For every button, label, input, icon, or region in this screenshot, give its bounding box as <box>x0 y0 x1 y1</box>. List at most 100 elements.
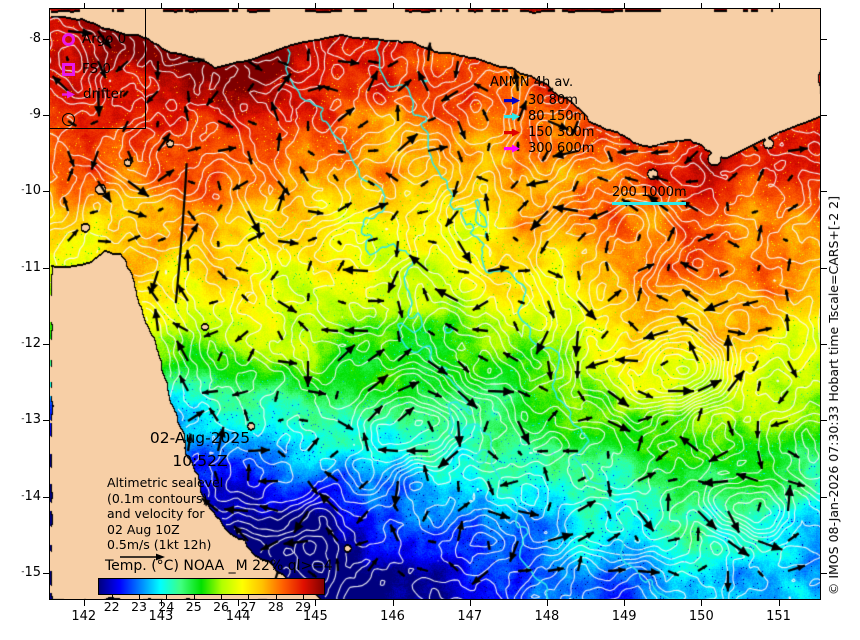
velocity-scale-arrow-icon <box>120 553 165 561</box>
anmn-row-1[interactable]: 80 150m <box>504 109 594 124</box>
anmn-legend-header: ANMN 4h av. <box>490 75 574 90</box>
x-axis-tick-top <box>701 3 703 9</box>
annotation-time: 10:52Z <box>172 452 228 470</box>
y-axis-label: -12 <box>21 336 41 352</box>
anmn-label-0: 30 80m <box>528 93 578 108</box>
colorbar-tick-label: 27 <box>240 599 257 614</box>
x-axis-tick <box>315 600 317 606</box>
x-axis-label: 144 <box>225 609 251 624</box>
contour-vector-overlay-layer <box>50 9 820 599</box>
x-axis-label: 151 <box>766 609 791 624</box>
bathymetry-scalebar: 200 1000m <box>612 185 687 205</box>
colorbar-tick <box>248 594 250 599</box>
colorbar-tick-label: 24 <box>158 599 175 614</box>
y-axis-label: -14 <box>21 488 41 504</box>
annotation-date: 02-Aug-2025 <box>149 429 251 447</box>
y-axis-label: -9 <box>29 106 41 122</box>
x-axis-tick <box>83 600 85 606</box>
colorbar-tick-label: 26 <box>213 599 230 614</box>
x-axis-tick <box>624 600 626 606</box>
legend-item-drifter[interactable]: drifter <box>62 86 125 102</box>
legend-item-mooring <box>62 113 75 126</box>
legend-label-drifter: drifter <box>83 86 125 102</box>
colorbar-tick-labels: 22 23 24 25 26 27 28 29 <box>98 594 325 614</box>
anmn-arrow-icon-1 <box>504 112 520 121</box>
y-axis-tick-right <box>820 38 827 40</box>
argo-circle-icon <box>62 32 75 46</box>
y-axis-tick <box>43 267 50 269</box>
x-axis-tick <box>701 600 703 606</box>
colorbar-tick <box>139 594 141 599</box>
x-axis-tick-top <box>392 3 394 9</box>
colorbar-tick-label: 28 <box>267 599 284 614</box>
x-axis-tick-top <box>83 3 85 9</box>
x-axis-label: 146 <box>380 609 405 624</box>
x-axis-label: 147 <box>457 609 483 624</box>
colorbar-tick-label: 22 <box>103 599 120 614</box>
colorbar-tick <box>275 594 277 599</box>
y-axis-tick <box>43 344 50 346</box>
colorbar-tick-label: 25 <box>185 599 202 614</box>
x-axis-label: 149 <box>611 609 637 624</box>
x-axis-label: 145 <box>302 609 328 624</box>
y-axis-tick-right <box>820 344 827 346</box>
scalebar-line <box>612 202 686 205</box>
x-axis-tick <box>469 600 471 606</box>
anmn-row-0[interactable]: 30 80m <box>504 93 594 108</box>
colorbar-tick <box>221 594 223 599</box>
anmn-arrow-icon-3 <box>504 144 520 153</box>
anmn-depth-legend: ANMN 4h av. 30 80m 80 150m <box>490 75 594 157</box>
y-axis-tick <box>43 496 50 498</box>
legend-label-fs: FS 0 <box>82 61 111 77</box>
y-axis-tick-right <box>820 420 827 422</box>
colorbar-tick-label: 23 <box>131 599 147 614</box>
copyright-text: © IMOS 08-Jan-2026 07:30:33 Hobart time … <box>826 196 841 596</box>
y-axis-label: -13 <box>21 412 41 428</box>
y-axis-tick-right <box>820 496 827 498</box>
colorbar-tick <box>111 594 113 599</box>
map-plot-area[interactable]: Argo 0 FS 0 drifter ANMN 4h av. <box>49 8 821 600</box>
x-axis-label: 150 <box>688 609 714 624</box>
drifter-arrow-icon <box>62 90 75 98</box>
legend-item-fs[interactable]: FS 0 <box>62 61 111 77</box>
x-axis-tick-top <box>315 3 317 9</box>
x-axis-tick <box>778 600 780 606</box>
anmn-row-2[interactable]: 150 300m <box>504 125 594 140</box>
y-axis-tick <box>43 191 50 193</box>
legend-label-argo: Argo 0 <box>82 31 127 47</box>
mooring-circle-icon <box>62 113 75 126</box>
x-axis-tick <box>238 600 240 606</box>
anmn-arrow-icon-0 <box>504 96 520 105</box>
y-axis-label: -15 <box>21 565 41 581</box>
date-time-annotation: 02-Aug-2025 10:52Z <box>110 427 290 473</box>
x-axis-tick-top <box>160 3 162 9</box>
x-axis-tick-top <box>469 3 471 9</box>
anmn-label-1: 80 150m <box>528 109 587 124</box>
y-axis-label: -11 <box>21 259 41 275</box>
legend-item-argo[interactable]: Argo 0 <box>62 31 126 47</box>
anmn-label-2: 150 300m <box>528 125 595 140</box>
colorbar-tick <box>166 594 168 599</box>
x-axis-label: 148 <box>534 609 560 624</box>
colorbar-title: Temp. (°C) NOAA _M 22% ql>=4 <box>105 558 333 574</box>
x-axis-tick-top <box>546 3 548 9</box>
anmn-label-3: 300 600m <box>528 141 595 156</box>
y-axis-tick <box>43 114 50 116</box>
colorbar-tick <box>303 594 305 599</box>
y-axis-tick-right <box>820 191 827 193</box>
y-axis-tick-right <box>820 573 827 575</box>
colorbar-tick-label: 29 <box>295 599 312 614</box>
fs-square-icon <box>62 62 75 76</box>
x-axis-label: 143 <box>148 609 174 624</box>
x-axis-tick-top <box>624 3 626 9</box>
colorbar-tick <box>193 594 195 599</box>
y-axis-tick-right <box>820 114 827 116</box>
y-axis-tick-right <box>820 267 827 269</box>
anmn-arrow-icon-2 <box>504 128 520 137</box>
x-axis-tick <box>546 600 548 606</box>
anmn-row-3[interactable]: 300 600m <box>504 141 594 156</box>
x-axis-tick <box>160 600 162 606</box>
x-axis-label: 142 <box>71 609 97 624</box>
x-axis-tick-top <box>778 3 780 9</box>
